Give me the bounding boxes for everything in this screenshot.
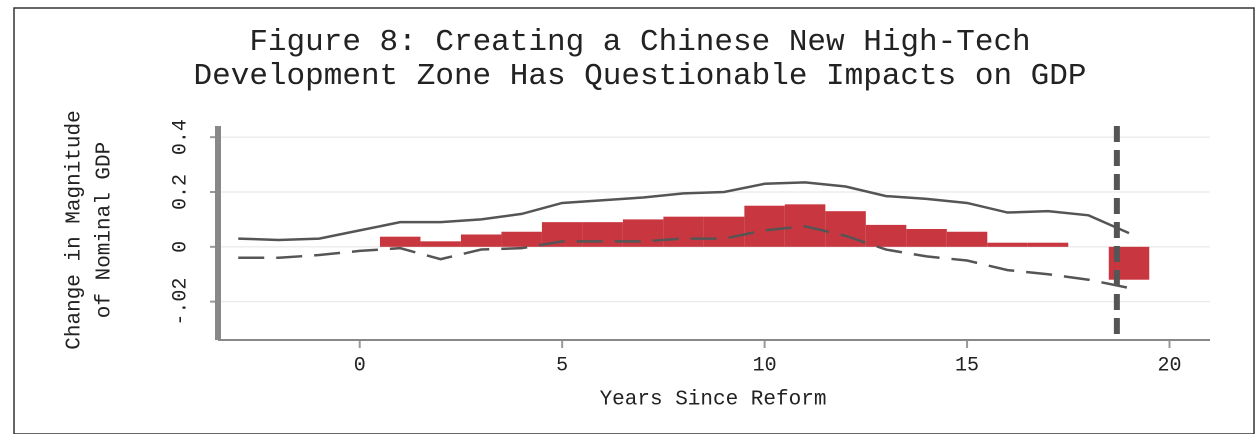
bar [663,216,704,247]
y-tick-label: 0.2 [169,174,192,210]
bar [865,224,907,247]
bar [582,222,623,247]
bar [946,231,988,247]
x-tick-label: 10 [753,354,777,377]
x-tick-label: 5 [556,354,568,377]
bar [1027,242,1069,247]
chart-title: Figure 8: Creating a Chinese New High-Te… [249,25,1030,60]
y-tick-label: -.02 [169,278,192,326]
x-axis-label: Years Since Reform [600,389,827,412]
bar [744,205,785,247]
ci-upper-line [238,181,1130,242]
bar [703,216,745,247]
y-axis-label: of Nominal GDP [94,142,117,318]
bar [501,231,542,247]
bar [622,219,664,247]
y-tick-label: 0.4 [169,119,192,155]
bar [987,242,1028,247]
y-axis-label: Change in Magnitude [64,110,87,349]
frame [13,7,1255,434]
bar [906,229,947,247]
x-tick-label: 20 [1158,354,1182,377]
x-tick-label: 15 [955,354,979,377]
bar [420,241,461,247]
chart-title: Development Zone Has Questionable Impact… [194,59,1087,94]
x-tick-label: 0 [354,354,366,377]
bar [460,234,502,247]
y-tick-label: 0 [169,241,192,253]
bar [379,236,421,247]
